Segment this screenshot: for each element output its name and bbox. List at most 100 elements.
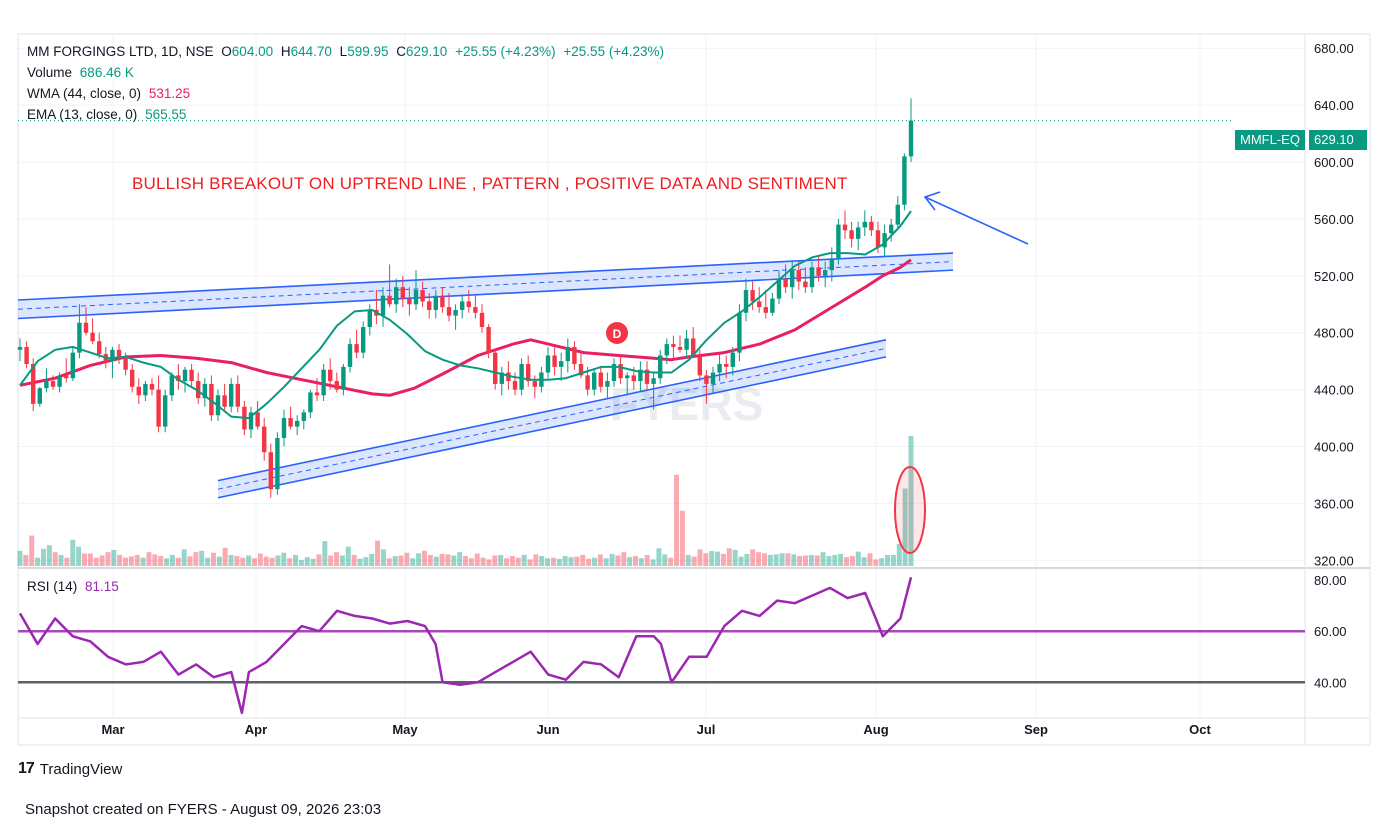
candle-body [37, 388, 42, 404]
volume-bar [533, 554, 539, 566]
candle-body [97, 341, 102, 355]
candle-body [889, 224, 894, 234]
candle-body [895, 204, 900, 225]
candle-body [717, 364, 722, 373]
candle-body [466, 301, 471, 308]
volume-bar [697, 549, 703, 566]
time-tick-label: May [392, 722, 418, 737]
volume-bar [257, 553, 263, 566]
tradingview-text: TradingView [39, 760, 123, 778]
tradingview-logo[interactable]: 17 TradingView [18, 760, 122, 778]
volume-bar [685, 554, 691, 566]
candle-body [268, 452, 273, 490]
price-axis[interactable]: 680.00 640.00 600.00 560.00 520.00 480.00 440.… [18, 41, 1354, 568]
volume-bar [609, 553, 615, 566]
time-tick-label: Sep [1024, 722, 1048, 737]
candle-body [823, 270, 828, 276]
ema-series [19, 210, 912, 420]
volume-bar [838, 553, 844, 566]
volume-bar [216, 556, 222, 566]
volume-bar [210, 552, 216, 566]
candle-body [908, 120, 914, 157]
candle-body [57, 375, 62, 387]
legend-wma[interactable]: WMA (44, close, 0) 531.25 [27, 86, 194, 101]
volume-bar [539, 556, 545, 566]
time-axis[interactable]: Mar Apr May Jun Jul Aug Sep Oct [101, 722, 1211, 737]
wma-line [19, 258, 912, 397]
change-value: +25.55 (+4.23%) [455, 44, 556, 59]
candle-body [585, 375, 590, 390]
candle-body [189, 369, 194, 382]
volume-bar [621, 552, 627, 566]
volume-bar [427, 554, 433, 566]
last-price-tag: 629.10 [1309, 130, 1367, 150]
candle-body [671, 344, 676, 347]
volume-bar [650, 559, 656, 566]
candle-body [664, 344, 669, 356]
legend-rsi[interactable]: RSI (14) 81.15 [27, 579, 123, 594]
upper-channel-upper [17, 252, 954, 301]
candle-body [704, 375, 709, 384]
rsi-axis[interactable]: 80.00 60.00 40.00 [1314, 573, 1347, 690]
candle-body [552, 355, 557, 367]
legend-ema[interactable]: EMA (13, close, 0) 565.55 [27, 107, 190, 122]
candle-body [856, 227, 861, 239]
candle-body [790, 270, 795, 288]
candle-body [578, 364, 584, 376]
volume-bar [17, 550, 23, 566]
candle-body [130, 369, 135, 387]
candle-body [625, 375, 630, 379]
volume-bar [779, 553, 785, 566]
candle-body [275, 437, 280, 490]
symbol-title[interactable]: MM FORGINGS LTD, 1D, NSE [27, 44, 214, 59]
volume-bar [93, 557, 99, 566]
lower-channel-mid [217, 347, 887, 490]
snapshot-caption: Snapshot created on FYERS - August 09, 2… [25, 801, 382, 818]
candle-body [479, 312, 485, 328]
annotation-text[interactable]: BULLISH BREAKOUT ON UPTREND LINE , PATTE… [132, 174, 848, 193]
candle-body [262, 426, 267, 453]
candle-body [677, 346, 683, 350]
candle-body [836, 224, 841, 259]
candle-body [387, 295, 392, 305]
candle-body [321, 369, 326, 396]
volume-bar [334, 552, 340, 566]
candle-body [334, 381, 339, 390]
drawing-annotations[interactable]: D [606, 191, 1029, 554]
candle-body [222, 395, 227, 407]
candle-body [770, 298, 775, 313]
candle-body [163, 395, 168, 427]
candle-body [182, 369, 188, 382]
legend-volume[interactable]: Volume 686.46 K [27, 65, 138, 80]
candle-body [545, 355, 551, 373]
candle-body [229, 383, 234, 407]
volume-bar [158, 556, 164, 566]
candle-body [638, 369, 643, 382]
price-tick-label: 440.00 [1314, 383, 1354, 398]
chart-frame [17, 33, 1371, 746]
volume-bar [562, 556, 568, 566]
candle-body [407, 298, 412, 305]
candle-body [169, 375, 174, 396]
candle-body [354, 344, 359, 353]
candle-body [44, 381, 49, 389]
open-value: 604.00 [231, 44, 274, 59]
candle-body [116, 349, 122, 359]
volume-bar [234, 556, 240, 566]
candle-body [737, 312, 742, 353]
candle-body [288, 418, 293, 427]
volume-bar [404, 552, 410, 566]
volume-bar [732, 549, 738, 566]
volume-bar [615, 555, 621, 566]
volume-bar [105, 552, 111, 566]
candle-body [427, 301, 432, 310]
candle-body [486, 327, 491, 353]
candle-body [519, 364, 524, 390]
volume-bar [855, 551, 861, 566]
volume-bar [175, 557, 181, 566]
volume-bar [568, 557, 574, 566]
volume-bar [908, 436, 914, 566]
arrow-shaft [924, 196, 1029, 245]
candle-body [70, 352, 75, 379]
